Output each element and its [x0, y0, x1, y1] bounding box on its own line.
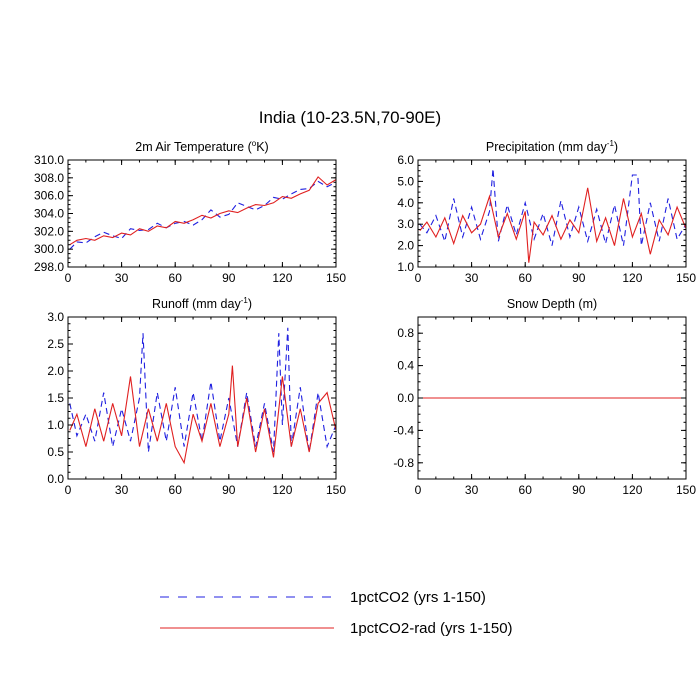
x-tick-label: 90	[222, 271, 236, 285]
panel-title: Precipitation (mm day-1)	[486, 139, 618, 154]
x-tick-label: 150	[326, 483, 346, 497]
panel-4: 0 30 60 90 120 150 -0.8 -0.4 0.0 0.4 0.8 Snow Depth…	[393, 297, 696, 497]
x-tick-label: 120	[622, 483, 642, 497]
x-tick-label: 30	[115, 271, 129, 285]
x-tick-label: 30	[115, 483, 129, 497]
x-tick-label: 60	[519, 271, 533, 285]
panel-3: 0 30 60 90 120 150 0.0 0.5 1.0 1.5 2.0 2.5 3.0 Runoff…	[47, 296, 346, 497]
series-1pctco2-rad-line	[419, 187, 687, 263]
legend-label-1pctco2-rad: 1pctCO2-rad (yrs 1-150)	[350, 620, 513, 637]
y-tick-label: 2.0	[397, 239, 414, 253]
y-tick-label: 0.0	[47, 472, 64, 486]
x-tick-label: 60	[169, 271, 183, 285]
x-tick-label: 0	[65, 483, 72, 497]
series-1pctco2-line	[419, 168, 687, 246]
series-1pctco2-line	[69, 180, 337, 250]
panel-frame	[67, 159, 337, 268]
x-tick-label: 150	[676, 483, 696, 497]
panels-group: 0 30 60 90 120 150298.0300.0302.0304.0306.030…	[34, 139, 696, 497]
y-tick-label: -0.8	[393, 456, 414, 470]
x-tick-label: 90	[572, 483, 586, 497]
panel-title: Runoff (mm day-1)	[152, 296, 252, 311]
figure-title: India (10-23.5N,70-90E)	[259, 108, 441, 127]
x-tick-label: 0	[415, 271, 422, 285]
x-tick-label: 0	[65, 271, 72, 285]
panel-frame	[67, 316, 337, 480]
y-tick-label: 0.5	[47, 445, 64, 459]
legend-label-1pctco2: 1pctCO2 (yrs 1-150)	[350, 589, 486, 606]
y-tick-label: 2.5	[47, 337, 64, 351]
x-tick-label: 60	[169, 483, 183, 497]
y-tick-label: 5.0	[397, 174, 414, 188]
y-tick-label: 304.0	[34, 207, 64, 221]
series-1pctco2-rad-line	[69, 176, 337, 246]
legend: 1pctCO2 (yrs 1-150) 1pctCO2-rad (yrs 1-1…	[160, 589, 513, 637]
series-1pctco2-rad-line	[69, 365, 337, 465]
y-tick-label: -0.4	[393, 423, 414, 437]
x-tick-label: 120	[622, 271, 642, 285]
x-tick-label: 30	[465, 271, 479, 285]
y-tick-label: 0.0	[397, 391, 414, 405]
x-tick-label: 60	[519, 483, 533, 497]
x-tick-label: 120	[272, 483, 292, 497]
x-tick-label: 120	[272, 271, 292, 285]
panel-title: Snow Depth (m)	[507, 297, 597, 311]
x-tick-label: 150	[326, 271, 346, 285]
panel-2: 0 30 60 90 120 150 1.0 2.0 3.0 4.0 5.0 6.0 Precipita…	[397, 139, 696, 285]
panel-title: 2m Air Temperature (oK)	[135, 139, 268, 154]
y-tick-label: 3.0	[47, 310, 64, 324]
x-tick-label: 90	[572, 271, 586, 285]
y-tick-label: 1.0	[397, 260, 414, 274]
y-tick-label: 306.0	[34, 189, 64, 203]
x-tick-label: 30	[465, 483, 479, 497]
y-tick-label: 6.0	[397, 153, 414, 167]
y-tick-label: 300.0	[34, 242, 64, 256]
y-tick-label: 2.0	[47, 364, 64, 378]
x-tick-label: 150	[676, 271, 696, 285]
y-tick-label: 298.0	[34, 260, 64, 274]
y-tick-label: 3.0	[397, 217, 414, 231]
x-tick-label: 0	[415, 483, 422, 497]
panel-frame	[417, 159, 687, 268]
y-tick-label: 302.0	[34, 224, 64, 238]
series-1pctco2-line	[69, 327, 337, 453]
y-tick-label: 310.0	[34, 153, 64, 167]
x-tick-label: 90	[222, 483, 236, 497]
y-tick-label: 0.4	[397, 359, 414, 373]
y-tick-label: 0.8	[397, 326, 414, 340]
y-tick-label: 4.0	[397, 196, 414, 210]
y-tick-label: 1.0	[47, 418, 64, 432]
y-tick-label: 308.0	[34, 171, 64, 185]
y-tick-label: 1.5	[47, 391, 64, 405]
panel-1: 0 30 60 90 120 150 298.0 300.0 302.0 304.0 306.0 30…	[34, 139, 346, 285]
